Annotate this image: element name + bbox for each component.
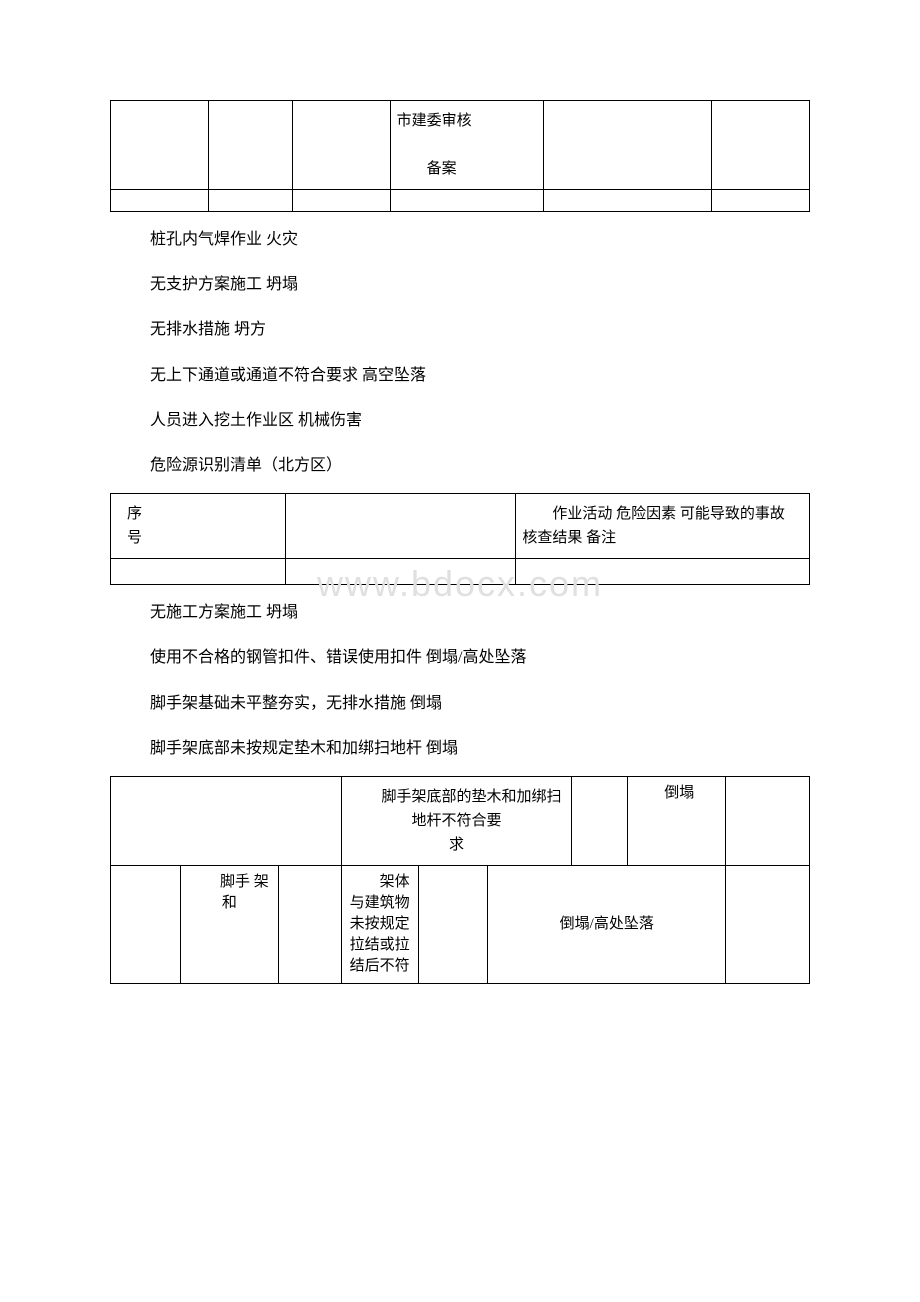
table-cell <box>208 190 292 212</box>
table-cell <box>111 865 181 983</box>
paragraph: 无施工方案施工 坍塌 <box>150 595 810 630</box>
seq-label-line1: 序 <box>127 502 279 526</box>
paragraph: 桩孔内气焊作业 火灾 <box>150 222 810 257</box>
table-cell <box>278 865 341 983</box>
table-row: 市建委审核 备案 <box>111 101 810 190</box>
paragraph: 无上下通道或通道不符合要求 高空坠落 <box>150 358 810 393</box>
table-row: 脚手 架 和 架体与建筑物未按规定拉结或拉结后不符 倒塌/高处坠落 <box>111 865 810 983</box>
table-scaffold: 脚手架底部的垫木和加绑扫地杆不符合要 求 倒塌 <box>110 776 810 866</box>
table-cell <box>285 494 516 559</box>
table-cell <box>418 865 488 983</box>
table-cell <box>544 101 712 190</box>
table-cell <box>544 190 712 212</box>
seq-label-line2: 号 <box>127 526 279 550</box>
paragraph: 人员进入挖土作业区 机械伤害 <box>150 403 810 438</box>
table-cell: 作业活动 危险因素 可能导致的事故 核查结果 备注 <box>516 494 810 559</box>
table-cell <box>285 559 516 585</box>
table-row <box>111 190 810 212</box>
table-row: 序 号 作业活动 危险因素 可能导致的事故 核查结果 备注 <box>111 494 810 559</box>
paragraph: 使用不合格的钢管扣件、错误使用扣件 倒塌/高处坠落 <box>150 640 810 675</box>
table-cell <box>726 776 810 865</box>
table-cell <box>572 776 628 865</box>
paragraph: 脚手架底部未按规定垫木和加绑扫地杆 倒塌 <box>150 731 810 766</box>
paragraph: 危险源识别清单（北方区） <box>150 448 810 483</box>
table-cell <box>712 101 810 190</box>
paragraph: 无支护方案施工 坍塌 <box>150 267 810 302</box>
table-cell: 市建委审核 备案 <box>390 101 544 190</box>
table-cell <box>111 190 209 212</box>
table-cell: 倒塌/高处坠落 <box>488 865 726 983</box>
table-top: 市建委审核 备案 <box>110 100 810 212</box>
table-cell <box>208 101 292 190</box>
table-cell <box>712 190 810 212</box>
table-cell <box>516 559 810 585</box>
table-cell <box>292 190 390 212</box>
table-cell <box>292 101 390 190</box>
table-cell: 脚手 架 和 <box>180 865 278 983</box>
table-cell: 脚手架底部的垫木和加绑扫地杆不符合要 求 <box>341 776 572 865</box>
table-hazard-header: 序 号 作业活动 危险因素 可能导致的事故 核查结果 备注 <box>110 493 810 585</box>
table-cell <box>111 559 286 585</box>
table-cell-seq: 序 号 <box>111 494 286 559</box>
table-cell: 架体与建筑物未按规定拉结或拉结后不符 <box>341 865 418 983</box>
table-cell <box>726 865 810 983</box>
paragraph: 无排水措施 坍方 <box>150 312 810 347</box>
table-cell <box>390 190 544 212</box>
table-scaffold-2: 脚手 架 和 架体与建筑物未按规定拉结或拉结后不符 倒塌/高处坠落 <box>110 865 810 984</box>
table-row: 脚手架底部的垫木和加绑扫地杆不符合要 求 倒塌 <box>111 776 810 865</box>
table-cell: 倒塌 <box>628 776 726 865</box>
table-cell <box>111 101 209 190</box>
table-cell <box>111 776 342 865</box>
table-row <box>111 559 810 585</box>
paragraph: 脚手架基础未平整夯实，无排水措施 倒塌 <box>150 686 810 721</box>
